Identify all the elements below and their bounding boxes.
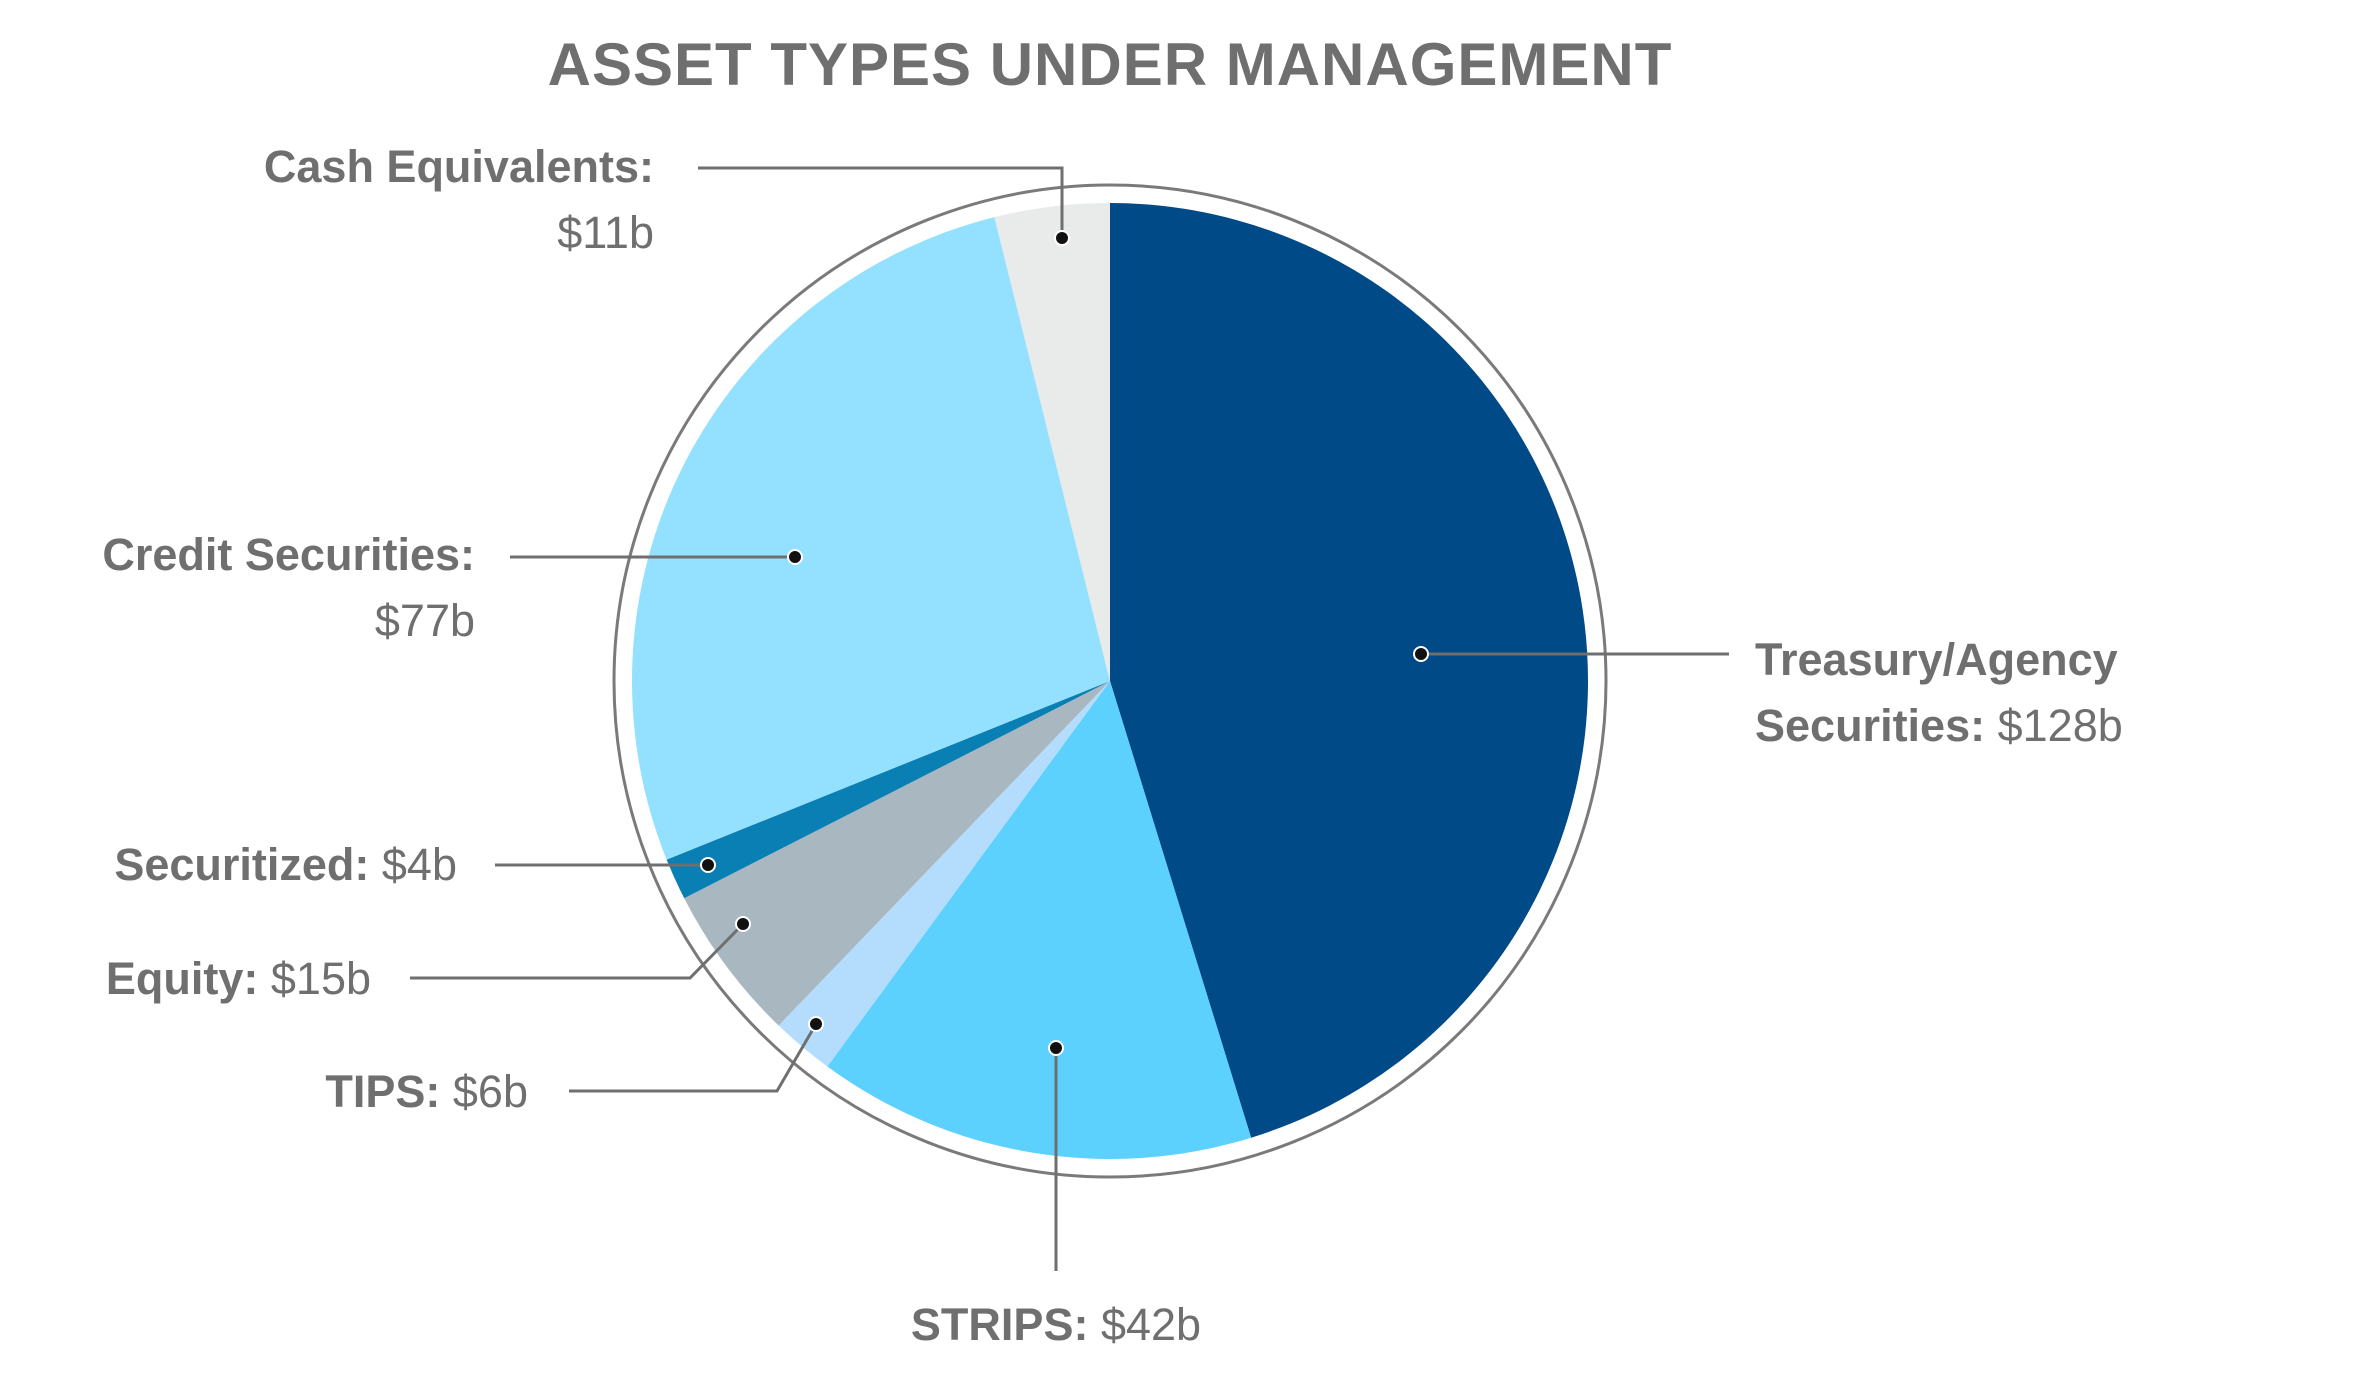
slice-label: TIPS: $6b <box>0 1059 528 1125</box>
category-label: Securitized: <box>114 839 370 890</box>
leader-line <box>410 922 745 980</box>
value-label: $42b <box>1100 1299 1202 1350</box>
slice-label: Treasury/Agency Securities: $128b <box>1755 627 2225 759</box>
value-label: $77b <box>374 595 475 646</box>
leader-line <box>698 166 1064 238</box>
pie-slice <box>778 681 1110 1067</box>
pie-slice <box>1110 203 1588 1138</box>
leader-dot <box>787 549 803 565</box>
category-label: TIPS: <box>325 1066 441 1117</box>
slice-label: Cash Equivalents: $11b <box>0 134 654 266</box>
value-label: $15b <box>270 953 371 1004</box>
category-label: Credit Securities: <box>102 529 475 580</box>
slice-label: STRIPS: $42b <box>806 1292 1306 1358</box>
pie-slice <box>994 203 1110 681</box>
value-label: $11b <box>557 207 654 258</box>
category-label: Equity: <box>105 953 259 1004</box>
value-label: $4b <box>381 839 457 890</box>
leader-dot <box>1054 230 1070 246</box>
leader-dot <box>808 1016 824 1032</box>
slice-label: Equity: $15b <box>0 946 371 1012</box>
pie-slice <box>684 681 1110 1026</box>
leader-line <box>569 1023 818 1093</box>
pie-slice <box>631 217 1110 860</box>
slice-label: Securitized: $4b <box>0 832 457 898</box>
pie-ring <box>612 183 1608 1179</box>
pie-slice <box>827 681 1252 1159</box>
leader-dot <box>1048 1040 1064 1056</box>
leader-dot <box>1413 646 1429 662</box>
value-label: $6b <box>452 1066 528 1117</box>
slice-label: Credit Securities: $77b <box>0 522 475 654</box>
category-label: Cash Equivalents: <box>263 141 654 192</box>
leader-dot <box>735 916 751 932</box>
pie-slice <box>666 681 1110 899</box>
value-label: $128b <box>1997 700 2123 751</box>
leader-dot <box>700 857 716 873</box>
category-label: STRIPS: <box>910 1299 1089 1350</box>
category-label: Treasury/Agency Securities: <box>1755 634 2118 751</box>
chart-title: ASSET TYPES UNDER MANAGEMENT <box>547 31 1673 98</box>
